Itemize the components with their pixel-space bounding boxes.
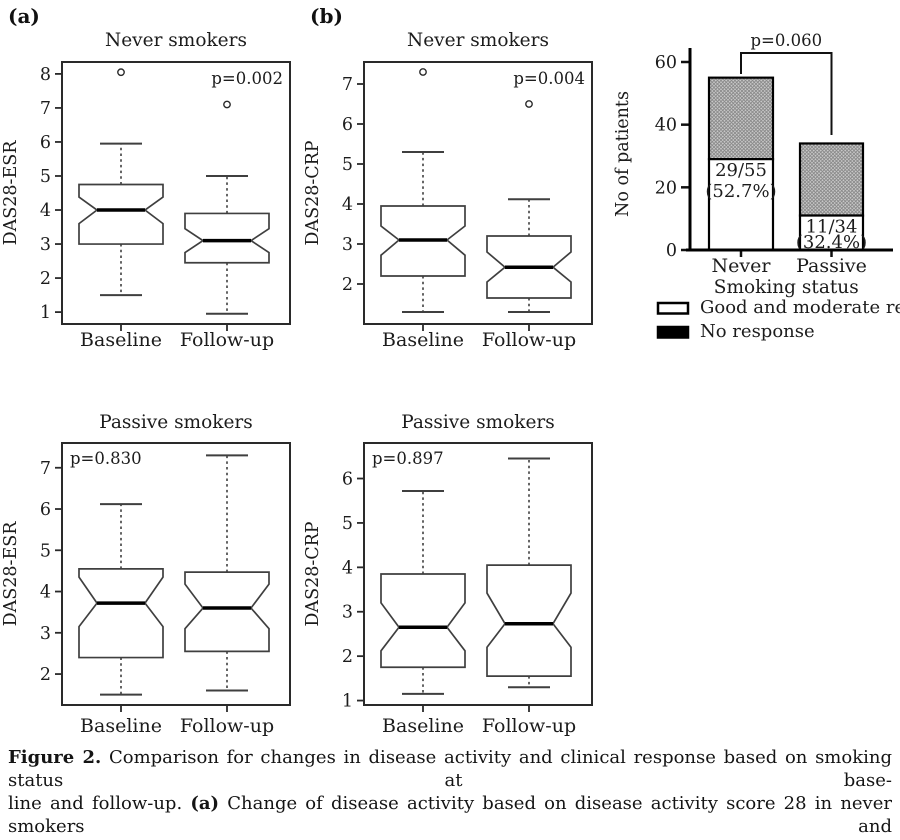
y-tick-label: 2 bbox=[40, 665, 51, 685]
boxplot-passive-smokers-crp: Passive smokers DAS28-CRP 1 2 3 4 5 6 Baseline Fo… bbox=[303, 412, 593, 737]
y-axis-label: DAS28-CRP bbox=[303, 140, 323, 245]
panel-label-a: (a) bbox=[8, 4, 40, 28]
significance-bracket bbox=[740, 52, 833, 135]
caption-text-segment: line and follow-up. bbox=[8, 793, 191, 814]
y-tick-label: 8 bbox=[40, 65, 51, 85]
y-axis-label: No of patients bbox=[613, 91, 633, 217]
p-value-label: p=0.002 bbox=[211, 69, 283, 88]
caption-bold-segment: (a) bbox=[190, 793, 220, 814]
plot-frame bbox=[61, 61, 291, 325]
caption-line: Figure 2. Comparison for changes in dise… bbox=[8, 746, 892, 792]
p-value-label: p=0.830 bbox=[70, 449, 142, 468]
notched-box bbox=[78, 183, 164, 245]
caption-lines: Figure 2. Comparison for changes in dise… bbox=[8, 746, 892, 840]
bar-annotation: (32.4%) bbox=[796, 232, 867, 253]
outlier-point bbox=[117, 68, 125, 77]
panel-label-b: (b) bbox=[310, 4, 343, 28]
y-tick-label: 5 bbox=[40, 541, 51, 561]
y-tick-label: 7 bbox=[342, 75, 353, 95]
x-category-label: Follow-up bbox=[180, 329, 274, 351]
boxplot-passive-smokers-esr: Passive smokers DAS28-ESR 2 3 4 5 6 7 Baseline Fo… bbox=[1, 412, 291, 737]
caption-text-segment: Change of disease activity based on dise… bbox=[8, 793, 892, 837]
notched-box bbox=[486, 564, 572, 677]
x-category-label: Follow-up bbox=[482, 715, 576, 737]
y-tick-label: 6 bbox=[40, 133, 51, 153]
x-category-label: Baseline bbox=[382, 329, 464, 351]
notched-box bbox=[184, 212, 270, 264]
y-axis-label: DAS28-ESR bbox=[1, 521, 21, 627]
legend-label: Good and moderate response bbox=[700, 297, 900, 318]
chart-title: Never smokers bbox=[407, 30, 549, 51]
y-tick-label: 4 bbox=[342, 195, 353, 215]
y-tick-label: 6 bbox=[40, 500, 51, 520]
x-category-label: Never bbox=[712, 255, 772, 277]
bar-segment-no-response bbox=[798, 142, 865, 217]
caption-line: line and follow-up. (a) Change of diseas… bbox=[8, 792, 892, 838]
outlier-point bbox=[419, 68, 427, 76]
p-value-label: p=0.060 bbox=[750, 31, 822, 50]
bar-segment-no-response bbox=[707, 76, 775, 161]
y-tick-label: 2 bbox=[342, 647, 353, 667]
plot-frame bbox=[363, 442, 593, 706]
y-tick-label: 6 bbox=[342, 470, 353, 490]
caption-text-segment: Comparison for changes in disease activi… bbox=[8, 747, 892, 791]
p-value-label: p=0.897 bbox=[372, 449, 444, 468]
y-tick-label: 3 bbox=[40, 235, 51, 255]
bar-chart-clinical-response: 0 20 40 60 No of patients 29/55(52.7%) Never 11… bbox=[613, 31, 900, 342]
x-category-label: Baseline bbox=[80, 715, 162, 737]
plot-frame bbox=[363, 61, 593, 325]
p-value-label: p=0.004 bbox=[513, 69, 585, 88]
x-category-label: Follow-up bbox=[180, 715, 274, 737]
y-tick-label: 5 bbox=[342, 155, 353, 175]
legend-swatch-white bbox=[656, 301, 690, 315]
y-axis-label: DAS28-CRP bbox=[303, 521, 323, 626]
y-tick-label: 7 bbox=[40, 459, 51, 479]
y-tick-label: 3 bbox=[342, 235, 353, 255]
bar-segment-good-response bbox=[798, 214, 865, 252]
figure-caption: Figure 2. Comparison for changes in dise… bbox=[8, 746, 892, 840]
bar-annotation: 11/34 bbox=[806, 217, 858, 238]
y-tick-label: 40 bbox=[655, 116, 677, 136]
outlier-point bbox=[223, 100, 231, 109]
y-tick-label: 3 bbox=[342, 603, 353, 623]
x-category-label: Baseline bbox=[382, 715, 464, 737]
y-tick-label: 4 bbox=[40, 201, 51, 221]
x-axis-label: Smoking status bbox=[714, 277, 859, 298]
legend-swatch-black bbox=[656, 325, 690, 339]
y-axis-label: DAS28-ESR bbox=[1, 140, 21, 246]
y-tick-label: 60 bbox=[655, 53, 677, 73]
y-tick-label: 7 bbox=[40, 99, 51, 119]
x-category-label: Follow-up bbox=[482, 329, 576, 351]
y-tick-label: 5 bbox=[40, 167, 51, 187]
y-tick-label: 6 bbox=[342, 115, 353, 135]
notched-box bbox=[78, 567, 164, 659]
boxplot-never-smokers-crp: Never smokers DAS28-CRP 2 3 4 5 6 7 Baseline Foll… bbox=[303, 30, 593, 351]
x-category-label: Passive bbox=[796, 255, 867, 277]
x-category-label: Baseline bbox=[80, 329, 162, 351]
bar-annotation: (52.7%) bbox=[705, 181, 776, 202]
y-tick-label: 2 bbox=[40, 269, 51, 289]
y-tick-label: 4 bbox=[342, 558, 353, 578]
y-tick-label: 5 bbox=[342, 514, 353, 534]
notched-box bbox=[184, 571, 270, 653]
chart-title: Never smokers bbox=[105, 30, 247, 51]
outlier-point bbox=[525, 100, 533, 108]
caption-bold-segment: Figure 2. bbox=[8, 747, 102, 768]
y-tick-label: 1 bbox=[342, 692, 353, 712]
notched-box bbox=[380, 573, 466, 669]
chart-title: Passive smokers bbox=[99, 412, 253, 433]
legend-label: No response bbox=[700, 321, 815, 342]
y-tick-label: 1 bbox=[40, 303, 51, 323]
boxplot-never-smokers-esr: Never smokers DAS28-ESR 1 2 3 4 5 6 7 8 Baseline Fo… bbox=[1, 30, 291, 351]
y-tick-label: 0 bbox=[666, 241, 677, 261]
y-tick-label: 20 bbox=[655, 178, 677, 198]
y-tick-label: 2 bbox=[342, 275, 353, 295]
chart-title: Passive smokers bbox=[401, 412, 555, 433]
y-tick-label: 3 bbox=[40, 624, 51, 644]
plot-frame bbox=[61, 442, 291, 706]
y-tick-label: 4 bbox=[40, 583, 51, 603]
bar-annotation: 29/55 bbox=[715, 160, 767, 181]
